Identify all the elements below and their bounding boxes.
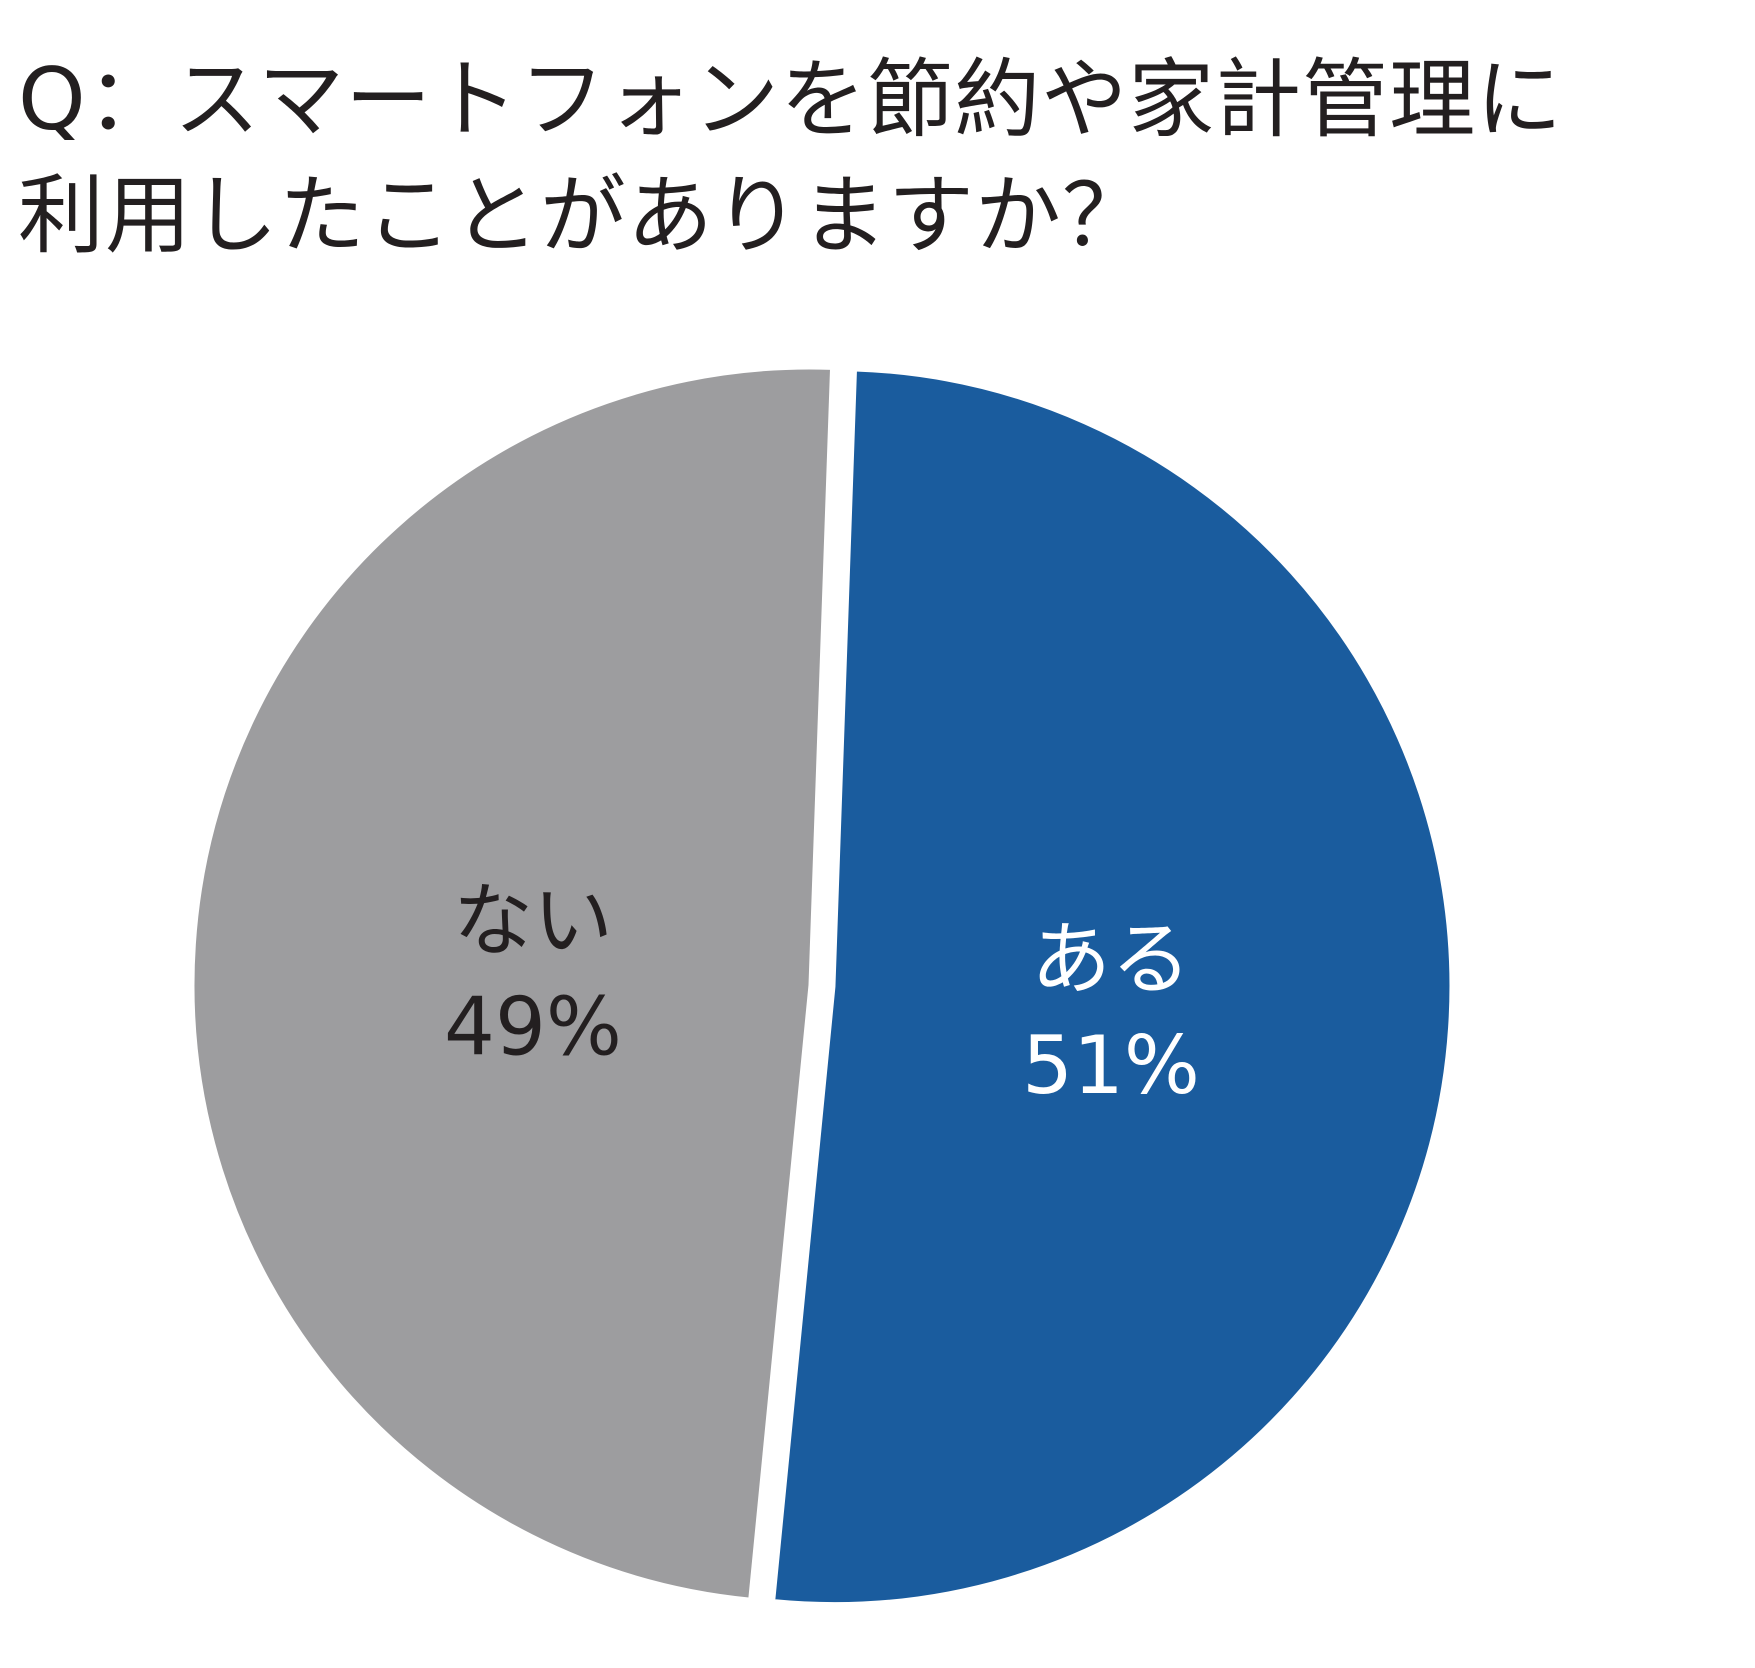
- pie-slice-1: [772, 368, 1453, 1606]
- slice-value-label: 49%: [444, 981, 622, 1074]
- pie-slices: [191, 366, 1453, 1606]
- slice-value-label: 51%: [1022, 1019, 1200, 1112]
- slice-name-label: ない: [453, 875, 613, 968]
- chart-title-line-1: Q：スマートフォンを節約や家計管理に: [18, 50, 1564, 150]
- chart-title: Q：スマートフォンを節約や家計管理に 利用したことがありますか？: [18, 42, 1738, 274]
- pie-slice-2: [191, 366, 834, 1601]
- slice-name-label: ある: [1031, 913, 1191, 1006]
- pie-labels: ある 51% ない 49%: [444, 875, 1200, 1112]
- chart-title-line-2: 利用したことがありますか？: [18, 166, 1149, 266]
